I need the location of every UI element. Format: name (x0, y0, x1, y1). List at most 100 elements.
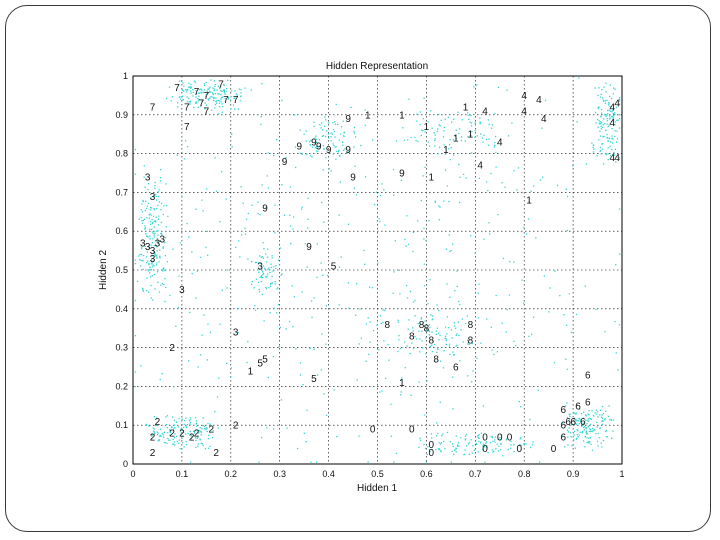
scatter-point (604, 102, 606, 104)
scatter-point (150, 197, 152, 199)
scatter-point (166, 260, 168, 263)
scatter-point (617, 119, 619, 121)
scatter-point (150, 259, 152, 261)
scatter-point (214, 157, 216, 159)
scatter-point (586, 432, 588, 435)
scatter-point (184, 140, 187, 142)
scatter-point (321, 129, 324, 131)
scatter-point (320, 127, 322, 129)
scatter-point (157, 230, 159, 232)
scatter-point (602, 420, 604, 422)
x-tick-label: 0.5 (371, 469, 384, 479)
scatter-point (422, 322, 424, 324)
scatter-point (186, 101, 189, 103)
scatter-point (150, 438, 153, 440)
scatter-point (502, 455, 504, 457)
scatter-point (450, 329, 453, 331)
scatter-point (189, 417, 192, 419)
scatter-point (446, 185, 449, 187)
scatter-point (180, 429, 183, 431)
scatter-point (492, 451, 494, 453)
scatter-point (229, 99, 232, 101)
scatter-point (199, 426, 201, 429)
y-tick-label: 1 (123, 71, 128, 81)
scatter-point (259, 276, 261, 278)
scatter-point (601, 417, 604, 419)
scatter-point (428, 145, 431, 147)
scatter-point (464, 449, 466, 451)
scatter-point (178, 417, 180, 420)
scatter-point (217, 93, 219, 95)
scatter-point (570, 331, 572, 334)
scatter-point (188, 97, 190, 100)
scatter-point (592, 144, 595, 146)
scatter-point (240, 89, 242, 91)
scatter-point (600, 93, 602, 96)
scatter-point (217, 427, 219, 429)
scatter-point (335, 158, 337, 160)
scatter-point (359, 308, 361, 310)
scatter-point (163, 283, 165, 286)
scatter-point (156, 254, 158, 256)
scatter-point (492, 440, 494, 442)
scatter-point (399, 379, 402, 382)
digit-label-2: 2 (179, 428, 185, 439)
scatter-point (444, 326, 447, 328)
scatter-point (438, 146, 441, 149)
scatter-point (152, 434, 154, 436)
scatter-point (526, 233, 528, 235)
scatter-point (407, 328, 409, 330)
scatter-point (597, 126, 599, 128)
scatter-point (295, 348, 297, 350)
scatter-point (151, 435, 153, 437)
scatter-point (467, 375, 469, 377)
scatter-point (602, 118, 605, 120)
scatter-point (156, 256, 158, 259)
digit-label-7: 7 (199, 99, 205, 110)
scatter-point (206, 188, 208, 190)
scatter-point (197, 106, 200, 108)
scatter-point (426, 380, 428, 382)
digit-label-1: 1 (468, 130, 474, 141)
scatter-point (602, 136, 604, 138)
digit-label-0: 0 (429, 448, 435, 459)
scatter-point (615, 264, 617, 266)
scatter-point (615, 161, 617, 163)
scatter-point (273, 428, 275, 430)
scatter-point (481, 137, 484, 139)
scatter-point (174, 427, 176, 429)
scatter-point (487, 189, 489, 192)
scatter-point (488, 222, 490, 224)
scatter-point (439, 443, 442, 445)
scatter-point (449, 250, 451, 253)
scatter-point (355, 314, 357, 316)
scatter-point (159, 177, 162, 179)
scatter-point (151, 258, 153, 260)
scatter-point (322, 169, 324, 171)
scatter-point (274, 204, 276, 206)
scatter-point (439, 360, 442, 362)
scatter-point (198, 429, 201, 432)
scatter-point (566, 402, 568, 404)
scatter-point (239, 256, 241, 258)
scatter-point (556, 184, 559, 187)
scatter-point (140, 216, 142, 219)
x-tick-label: 0.7 (469, 469, 482, 479)
scatter-point (293, 216, 295, 218)
scatter-point (146, 216, 148, 219)
scatter-point (153, 236, 155, 238)
scatter-point (325, 305, 328, 307)
scatter-point (485, 441, 488, 443)
scatter-point (231, 146, 233, 148)
scatter-point (160, 209, 162, 211)
scatter-point (590, 423, 592, 426)
scatter-point (188, 103, 190, 105)
scatter-point (149, 235, 151, 237)
digit-label-3: 3 (145, 172, 151, 183)
scatter-point (210, 79, 212, 81)
scatter-point (612, 419, 615, 421)
digit-label-4: 4 (521, 106, 527, 117)
scatter-point (455, 138, 458, 140)
digit-label-3: 3 (150, 254, 156, 265)
scatter-point (425, 337, 427, 339)
